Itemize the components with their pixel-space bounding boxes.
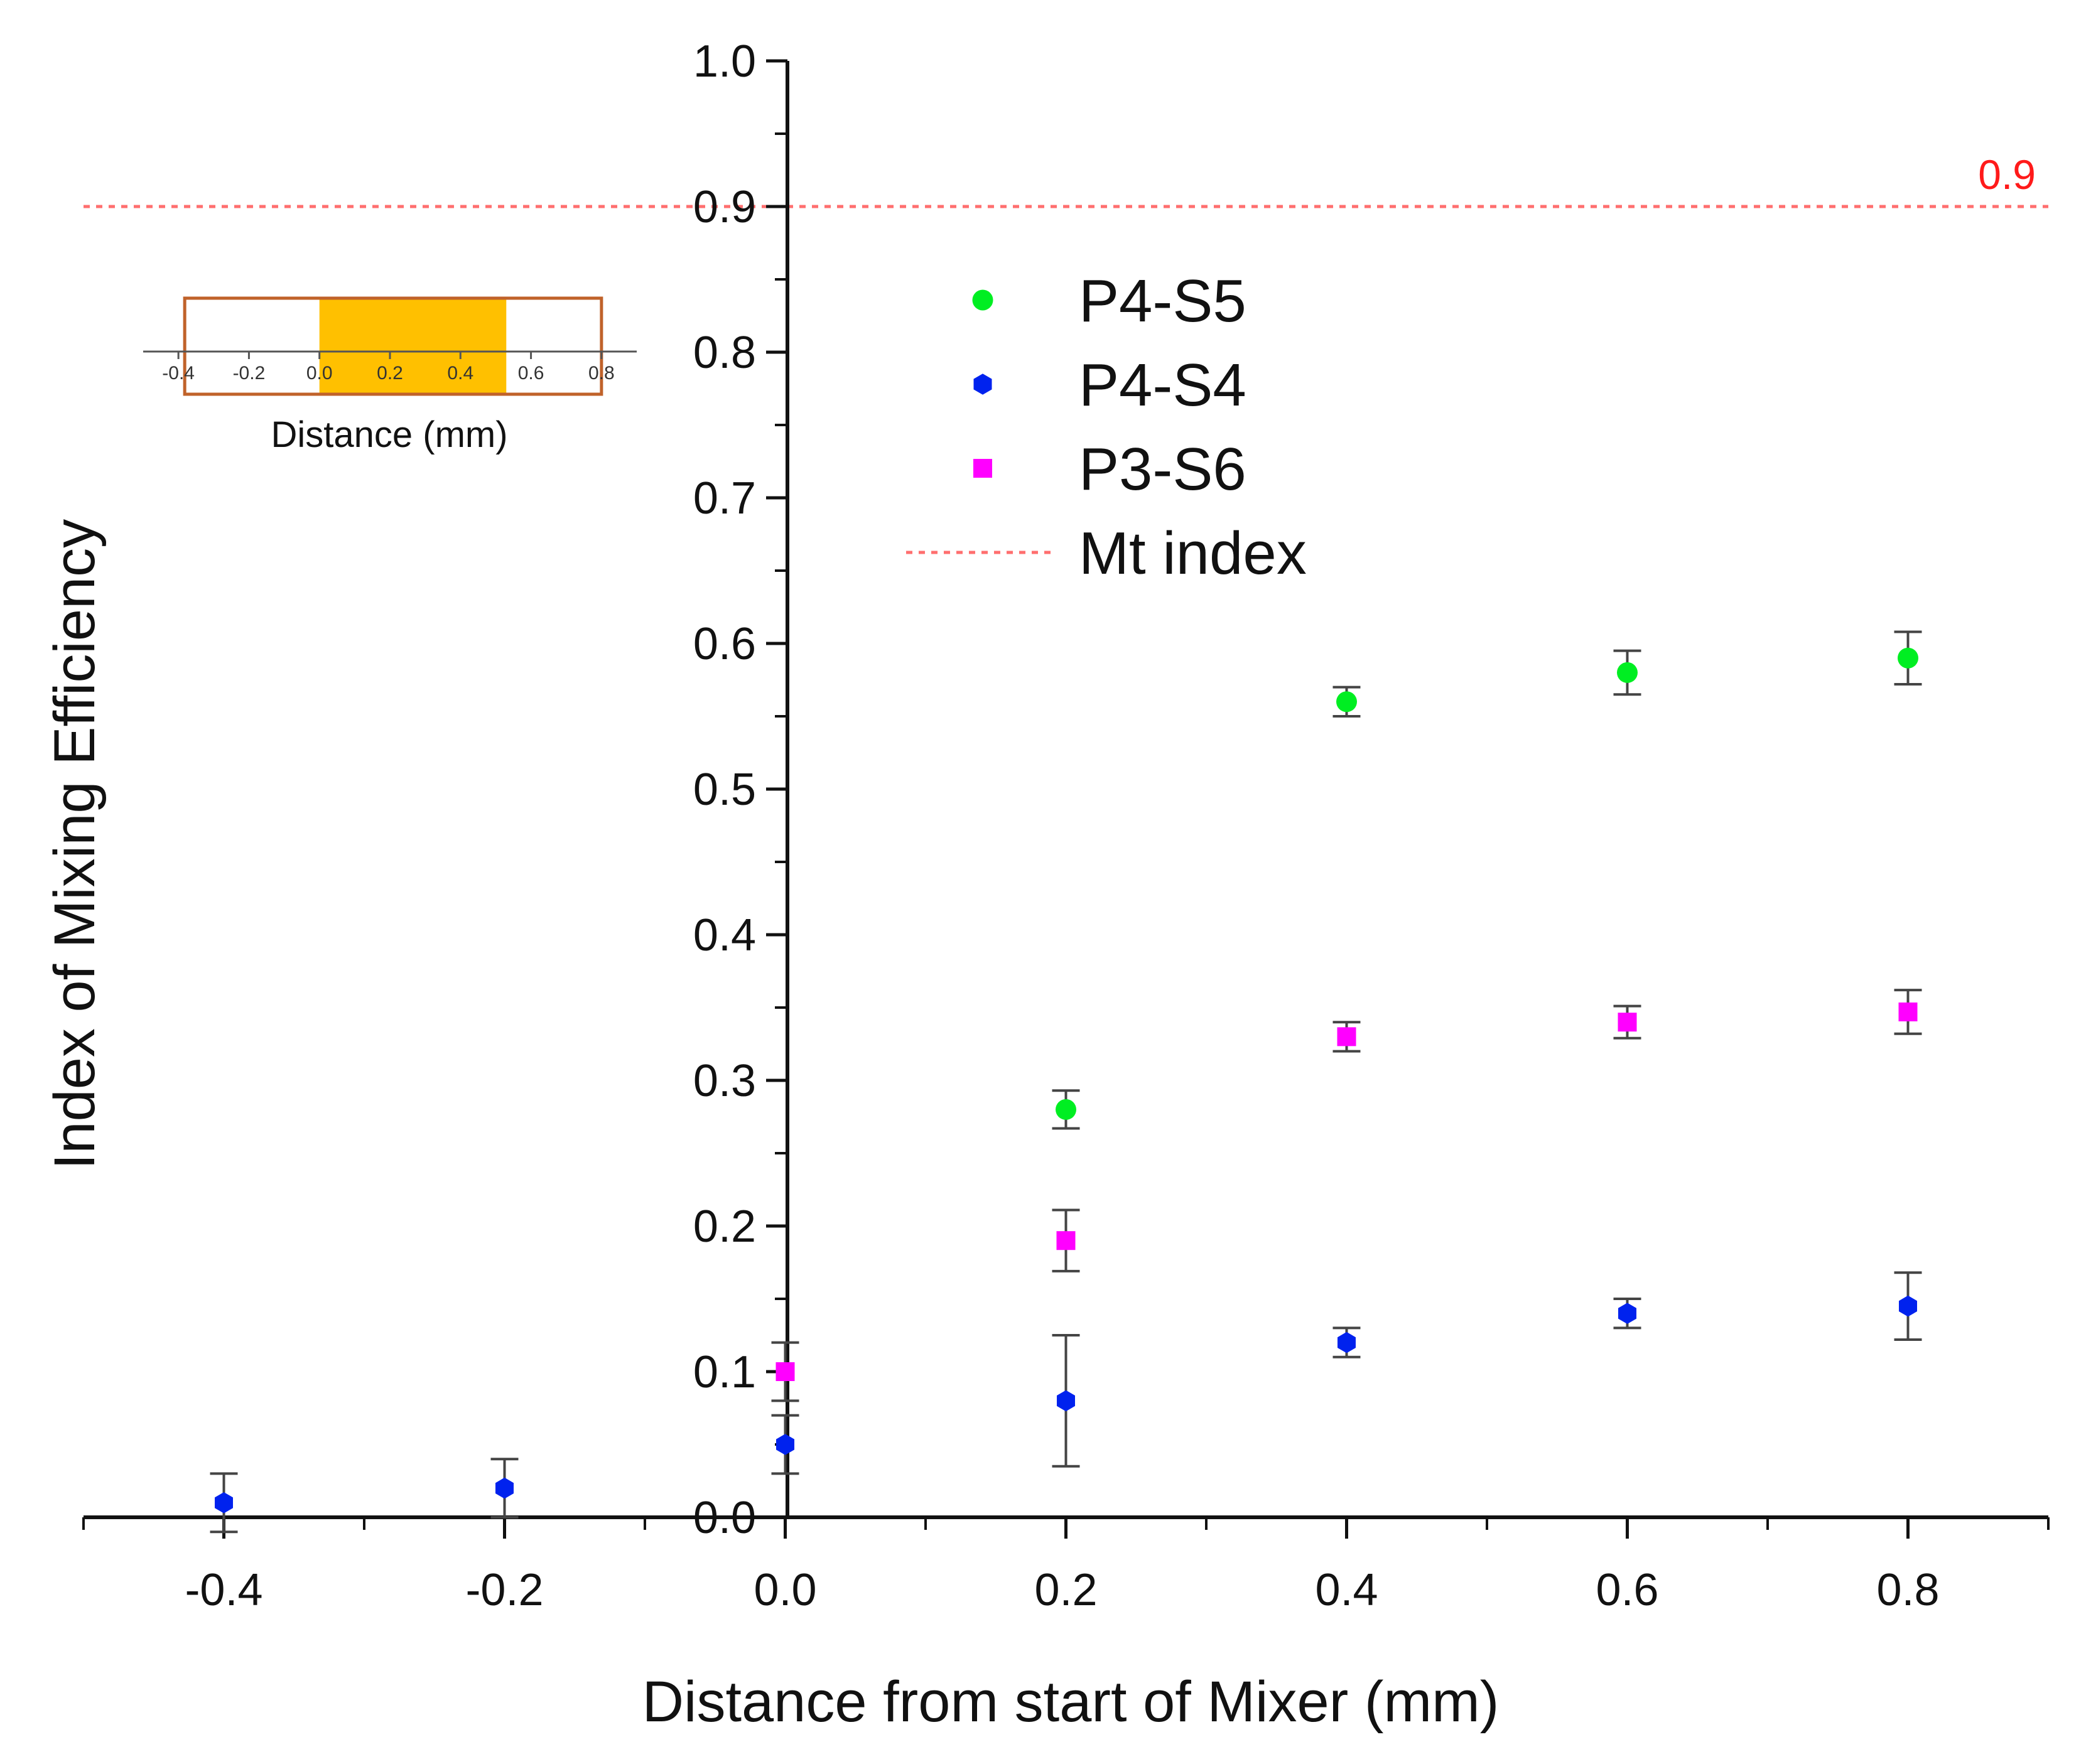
legend-label: P4-S5 bbox=[1079, 267, 1246, 335]
x-tick-label: 0.6 bbox=[1596, 1565, 1658, 1615]
x-tick-label: -0.4 bbox=[185, 1565, 262, 1615]
inset-channel-box bbox=[183, 296, 603, 396]
inset-tick-label: -0.2 bbox=[233, 363, 266, 384]
data-point-p3-s6 bbox=[1898, 1002, 1918, 1021]
data-point-p4-s5 bbox=[1617, 662, 1638, 683]
y-tick-label: 0.7 bbox=[693, 473, 756, 524]
y-tick-label: 0.5 bbox=[693, 765, 756, 815]
legend-label: P4-S4 bbox=[1079, 352, 1246, 419]
series-p4-s5 bbox=[1052, 630, 1922, 1130]
reference-line-label: 0.9 bbox=[1978, 151, 2036, 198]
data-point-p4-s4 bbox=[215, 1492, 233, 1514]
inset-mixer-region bbox=[319, 298, 507, 394]
legend-marker-p4-s5 bbox=[972, 289, 993, 311]
y-tick-label: 0.1 bbox=[693, 1347, 756, 1397]
x-tick-label: 0.2 bbox=[1034, 1565, 1097, 1615]
axes-group: -0.4 -0.2 0.0 0.2 0.4 0.6 0.8 0.0 0.1 0.2 0.3 0.4 0.… bbox=[82, 36, 2050, 1615]
data-point-p4-s4 bbox=[495, 1477, 514, 1499]
data-point-p4-s4 bbox=[1057, 1390, 1075, 1412]
x-tick-label: 0.8 bbox=[1876, 1565, 1939, 1615]
data-point-p4-s5 bbox=[1336, 691, 1357, 713]
data-point-p4-s4 bbox=[1338, 1331, 1356, 1353]
x-axis-title: Distance from start of Mixer (mm) bbox=[642, 1670, 1500, 1734]
y-tick-label: 0.3 bbox=[693, 1056, 756, 1106]
x-tick-label: 0.0 bbox=[754, 1565, 816, 1615]
reference-line-group: 0.9 bbox=[84, 151, 2048, 208]
y-axis-title: Index of Mixing Efficiency bbox=[43, 519, 107, 1170]
data-point-p4-s5 bbox=[1898, 647, 1918, 669]
legend-label: P3-S6 bbox=[1079, 436, 1246, 503]
data-point-p3-s6 bbox=[1056, 1231, 1076, 1250]
legend-group: P4-S5 P4-S4 P3-S6 Mt index bbox=[906, 267, 1307, 587]
x-tick-label: 0.4 bbox=[1315, 1565, 1378, 1615]
data-point-p3-s6 bbox=[1337, 1027, 1356, 1046]
legend-marker-p3-s6 bbox=[973, 459, 992, 478]
y-tick-label: 0.2 bbox=[693, 1202, 756, 1252]
y-tick-label: 0.0 bbox=[693, 1493, 756, 1543]
y-tick-label: 0.6 bbox=[693, 619, 756, 669]
data-point-p3-s6 bbox=[1618, 1013, 1637, 1032]
y-tick-label: 0.4 bbox=[693, 910, 756, 960]
series-p4-s4 bbox=[210, 1271, 1922, 1534]
legend-item-p3-s6: P3-S6 bbox=[973, 436, 1246, 503]
inset-tick-label: 0.4 bbox=[447, 363, 473, 384]
series-p3-s6 bbox=[771, 989, 1922, 1402]
legend-item-p4-s4: P4-S4 bbox=[973, 352, 1246, 419]
inset-tick-label: 0.6 bbox=[518, 363, 544, 384]
inset-tick-label: 0.2 bbox=[377, 363, 403, 384]
legend-item-p4-s5: P4-S5 bbox=[972, 267, 1246, 335]
inset-tick-label: 0.0 bbox=[306, 363, 333, 384]
inset-axis-title: Distance (mm) bbox=[271, 414, 507, 455]
inset-tick-label: -0.4 bbox=[162, 363, 195, 384]
data-point-p4-s5 bbox=[1056, 1099, 1076, 1120]
inset-tick-label: 0.8 bbox=[588, 363, 615, 384]
y-tick-label: 1.0 bbox=[693, 36, 756, 87]
legend-item-mt-index: Mt index bbox=[906, 520, 1307, 587]
data-point-p4-s4 bbox=[1618, 1303, 1636, 1324]
y-tick-label: 0.8 bbox=[693, 328, 756, 378]
data-point-p4-s4 bbox=[1899, 1295, 1917, 1317]
x-tick-label: -0.2 bbox=[465, 1565, 543, 1615]
data-point-p3-s6 bbox=[775, 1362, 795, 1381]
data-point-p4-s4 bbox=[776, 1434, 794, 1455]
legend-label: Mt index bbox=[1079, 520, 1307, 587]
inset-group: -0.4 -0.2 0.0 0.2 0.4 0.6 0.8 Distance (mm) bbox=[143, 296, 637, 455]
legend-marker-p4-s4 bbox=[973, 374, 992, 395]
data-points-group bbox=[210, 630, 1922, 1534]
y-tick-label: 0.9 bbox=[693, 182, 756, 232]
